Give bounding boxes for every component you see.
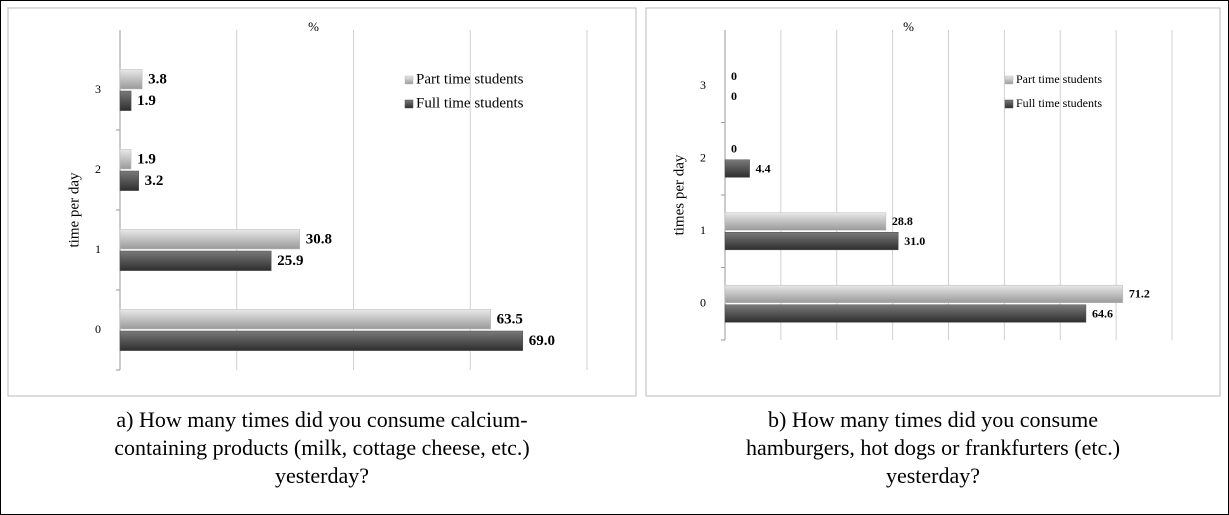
caption: b) How many times did you consume bbox=[768, 407, 1098, 432]
y-tick-label: 0 bbox=[95, 322, 101, 336]
bar bbox=[119, 90, 132, 111]
legend-swatch bbox=[404, 99, 414, 109]
x-axis-label: % bbox=[903, 19, 914, 34]
bar bbox=[119, 69, 143, 90]
legend-swatch bbox=[1004, 99, 1014, 109]
y-tick-label: 3 bbox=[700, 78, 706, 92]
caption: a) How many times did you consume calciu… bbox=[116, 407, 527, 432]
bar bbox=[119, 149, 132, 170]
bar bbox=[724, 232, 899, 251]
value-label: 25.9 bbox=[277, 253, 303, 269]
bar bbox=[724, 284, 1124, 303]
y-tick-label: 1 bbox=[95, 242, 101, 256]
value-label: 69.0 bbox=[529, 333, 555, 349]
bar bbox=[724, 212, 887, 231]
y-axis-label: times per day bbox=[671, 154, 687, 235]
legend-label: Full time students bbox=[416, 95, 524, 111]
value-label: 3.8 bbox=[148, 72, 167, 88]
y-tick-label: 2 bbox=[95, 162, 101, 176]
bar bbox=[119, 330, 524, 351]
value-label: 31.0 bbox=[904, 234, 925, 248]
y-tick-label: 0 bbox=[700, 296, 706, 310]
value-label: 1.9 bbox=[137, 93, 156, 109]
legend-label: Part time students bbox=[1016, 72, 1102, 86]
bar bbox=[119, 229, 301, 250]
value-label: 4.4 bbox=[756, 161, 771, 175]
bar bbox=[119, 250, 272, 271]
bar bbox=[724, 304, 1087, 323]
value-label: 63.5 bbox=[497, 312, 523, 328]
value-label: 64.6 bbox=[1092, 306, 1113, 320]
bar bbox=[724, 159, 750, 178]
y-tick-label: 1 bbox=[700, 223, 706, 237]
value-label: 30.8 bbox=[306, 232, 332, 248]
value-label: 0 bbox=[731, 142, 737, 156]
caption: yesterday? bbox=[886, 463, 980, 488]
value-label: 0 bbox=[731, 69, 737, 83]
bar bbox=[119, 170, 139, 191]
bar bbox=[119, 309, 491, 330]
chart-frame bbox=[645, 7, 1221, 397]
legend-swatch bbox=[1004, 75, 1014, 85]
y-tick-label: 3 bbox=[95, 82, 101, 96]
legend-swatch bbox=[404, 75, 414, 85]
x-axis-label: % bbox=[308, 19, 319, 34]
y-axis-label: time per day bbox=[66, 172, 82, 247]
value-label: 28.8 bbox=[892, 214, 913, 228]
caption: yesterday? bbox=[275, 463, 369, 488]
value-label: 1.9 bbox=[137, 152, 156, 168]
value-label: 0 bbox=[731, 89, 737, 103]
value-label: 71.2 bbox=[1129, 287, 1150, 301]
legend-label: Part time students bbox=[416, 71, 524, 87]
legend-label: Full time students bbox=[1016, 96, 1102, 110]
value-label: 3.2 bbox=[145, 173, 164, 189]
chart-frame bbox=[7, 7, 637, 397]
y-tick-label: 2 bbox=[700, 151, 706, 165]
caption: containing products (milk, cottage chees… bbox=[114, 435, 529, 460]
caption: hamburgers, hot dogs or frankfurters (et… bbox=[746, 435, 1120, 460]
